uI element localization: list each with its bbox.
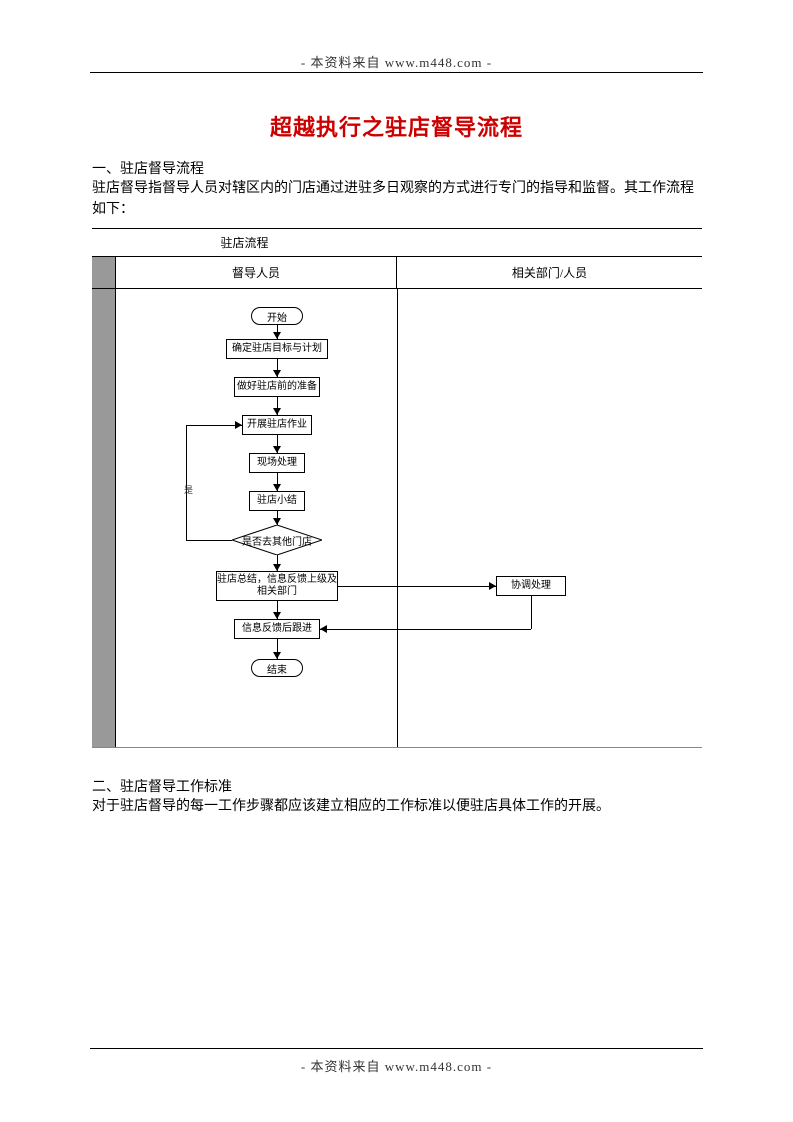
page-footer: - 本资料来自 www.m448.com - xyxy=(0,1056,793,1075)
flow-node-n7: 协调处理 xyxy=(496,576,566,596)
section2-heading: 二、驻店督导工作标准 xyxy=(92,776,232,796)
flow-node-n5: 驻店小结 xyxy=(249,491,305,511)
section1-heading: 一、驻店督导流程 xyxy=(92,158,204,178)
footer-rule xyxy=(90,1048,703,1049)
flow-sidebar xyxy=(92,257,116,747)
document-title: 超越执行之驻店督导流程 xyxy=(0,110,793,142)
flowchart-canvas: 开始确定驻店目标与计划做好驻店前的准备开展驻店作业现场处理驻店小结是否去其他门店… xyxy=(116,289,702,747)
flow-node-n3: 开展驻店作业 xyxy=(242,415,312,435)
col-left-header: 督导人员 xyxy=(116,257,397,289)
section1-body: 驻店督导指督导人员对辖区内的门店通过进驻多日观察的方式进行专门的指导和监督。其工… xyxy=(92,178,701,220)
flow-node-n8: 信息反馈后跟进 xyxy=(234,619,320,639)
header-rule xyxy=(90,72,703,73)
flowchart-table: 驻店流程 督导人员 相关部门/人员 开始确定驻店目标与计划做好驻店前的准备开展驻… xyxy=(92,228,702,748)
flow-node-start: 开始 xyxy=(251,307,303,325)
flow-node-n1: 确定驻店目标与计划 xyxy=(226,339,328,359)
flow-node-n2: 做好驻店前的准备 xyxy=(234,377,320,397)
section2-body: 对于驻店督导的每一工作步骤都应该建立相应的工作标准以便驻店具体工作的开展。 xyxy=(92,796,701,817)
page-header: - 本资料来自 www.m448.com - xyxy=(0,52,793,71)
flow-node-n6: 驻店总结，信息反馈上级及相关部门 xyxy=(216,571,338,601)
flow-node-d1: 是否去其他门店 xyxy=(232,525,322,555)
flow-table-title: 驻店流程 xyxy=(92,229,397,257)
flow-node-n4: 现场处理 xyxy=(249,453,305,473)
col-right-header: 相关部门/人员 xyxy=(397,257,702,289)
flow-node-end: 结束 xyxy=(251,659,303,677)
